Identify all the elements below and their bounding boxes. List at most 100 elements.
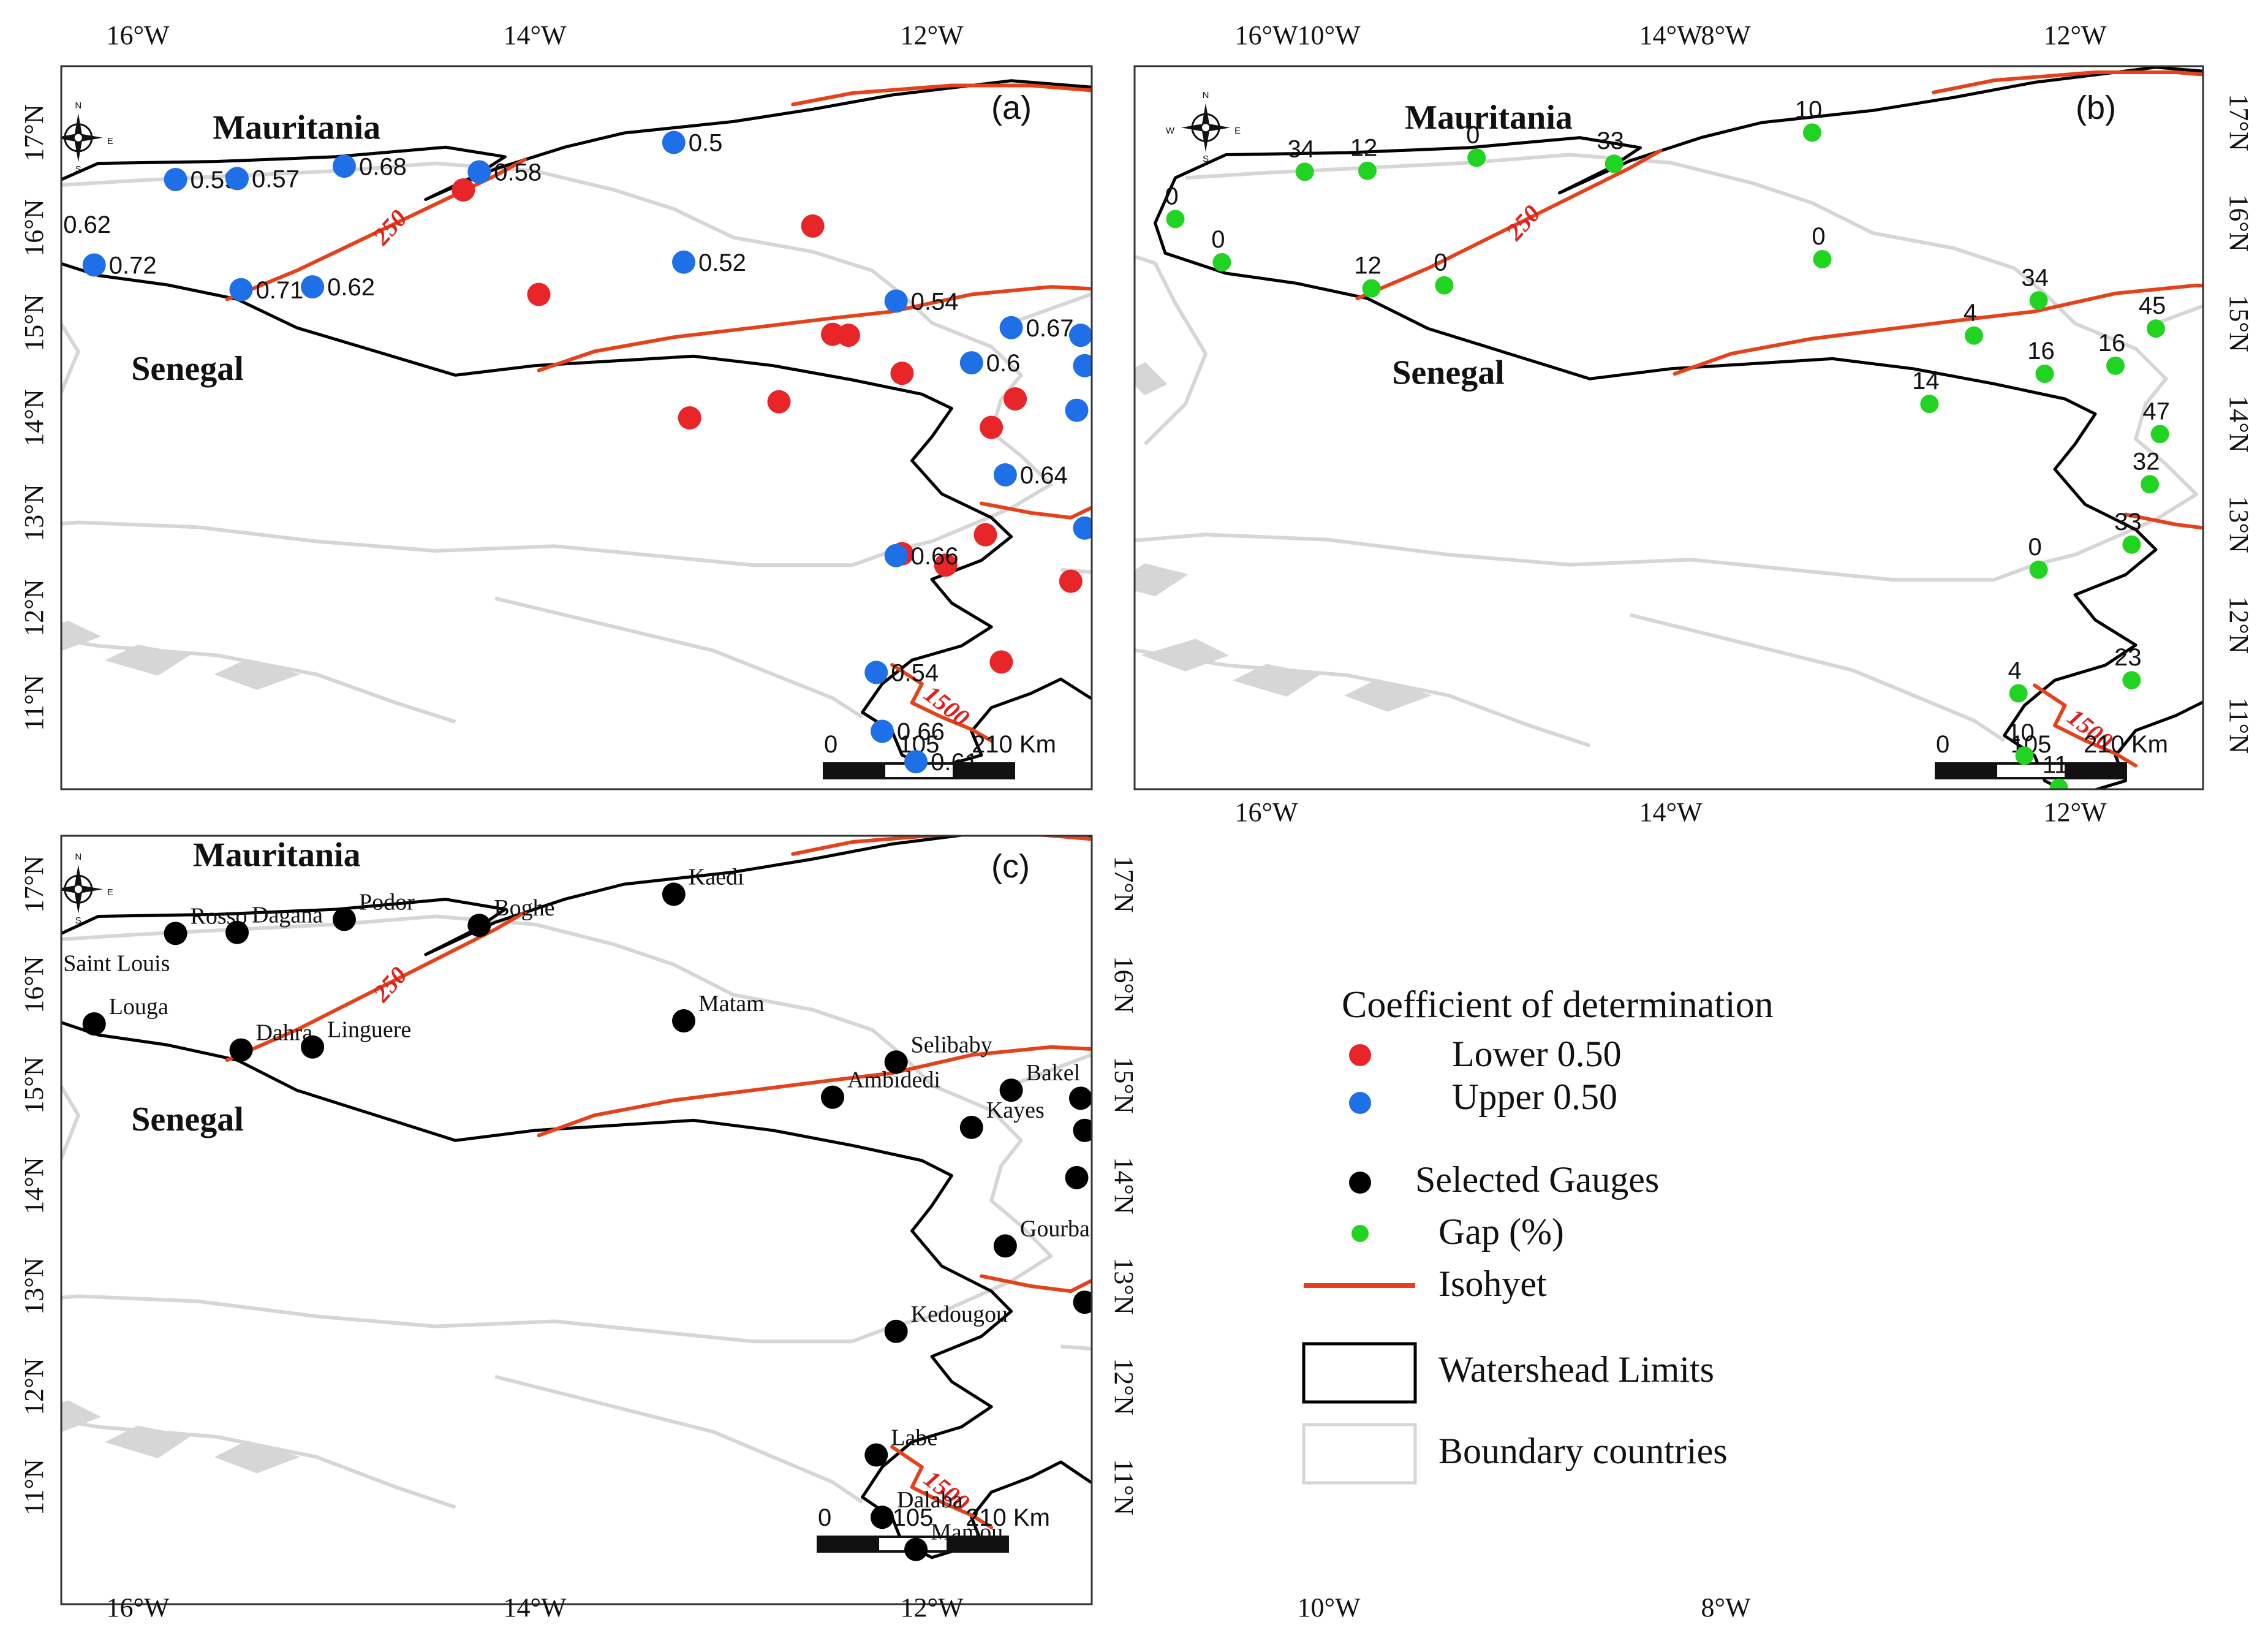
axis-tick-label: 16°W [1234, 20, 1298, 50]
isohyet-line-iso250 [225, 910, 527, 1062]
gap-point [1212, 252, 1231, 271]
station-r2-label: 0.68 [359, 153, 407, 180]
station-r2-label: 0.57 [252, 165, 300, 192]
scale-bar-segment [2065, 763, 2126, 778]
axis-tick-label: 14°N [19, 389, 49, 446]
gap-point [2150, 425, 2169, 444]
station-point-upper [1253, 340, 1277, 363]
gap-point [2009, 684, 2028, 703]
station-point-upper [1341, 458, 1364, 482]
station-point-upper [1242, 444, 1265, 468]
compass-center [73, 132, 83, 143]
gauge-name-label: Louga [109, 994, 168, 1020]
coastal-island-shape [1141, 638, 1230, 672]
gauge-name-label: Dagana [252, 903, 323, 928]
station-point-lower [1476, 648, 1499, 672]
country-boundary-line [1487, 494, 1627, 551]
gauge-point [1069, 1086, 1092, 1110]
isohyet-line-iso500 [537, 1045, 1092, 1137]
station-point-lower [973, 523, 997, 547]
station-point-lower [527, 282, 551, 306]
gauge-point [1357, 1315, 1380, 1338]
axis-tick-label: 17°N [19, 104, 49, 161]
axis-tick-label: 8°W [1701, 20, 1751, 50]
compass-center [1201, 123, 1211, 133]
legend-boundary-swatch [1302, 1423, 1417, 1485]
gap-value-label: 12 [1350, 135, 1378, 162]
compass-letter-n: N [1203, 90, 1209, 100]
coastal-island-shape [61, 559, 62, 560]
axis-tick-label: 11°N [1109, 1459, 1139, 1515]
axis-tick-label: 14°N [1109, 1157, 1139, 1214]
isohyet-label-250: 250 [1500, 200, 1546, 246]
station-point-lower [767, 390, 791, 414]
legend-boundary-label: Boundary countries [1438, 1431, 1728, 1471]
gauge-name-label: Linguere [327, 1017, 411, 1043]
gauge-point [225, 920, 249, 944]
compass-rose-icon: N S W E [1166, 90, 1241, 164]
station-r2-label: 0.66 [1099, 515, 1147, 542]
gauge-point [467, 914, 491, 938]
station-point-lower [821, 322, 844, 346]
scale-bar-segment [1936, 763, 1997, 778]
station-point-lower [801, 214, 825, 238]
axis-tick-label: 14°W [1639, 20, 1703, 50]
scale-bar-label: 210 Km [972, 731, 1056, 758]
gauge-point [1649, 1262, 1672, 1285]
compass-center [73, 884, 83, 895]
compass-letter-e: E [107, 136, 113, 146]
axis-tick-label: 12°W [2043, 20, 2107, 50]
axis-tick-label: 17°N [19, 855, 49, 912]
compass-letter-w: W [1166, 126, 1175, 136]
gap-value-label: 0 [1466, 121, 1480, 148]
station-point-lower [1810, 363, 1833, 387]
compass-letter-n: N [75, 852, 81, 862]
gap-point [1605, 154, 1624, 173]
axis-tick-label: 10°W [1297, 1593, 1361, 1623]
axis-tick-label: 14°W [1639, 797, 1703, 827]
gap-point [1295, 162, 1314, 181]
gap-value-label: 32 [2133, 448, 2160, 475]
station-r2-label: 0.59 [1268, 443, 1316, 470]
axis-tick-label: 15°N [19, 1056, 49, 1113]
axis-tick-label: 10°W [1297, 20, 1361, 50]
axis-tick-label: 12°W [900, 20, 964, 50]
coastal-island-shape [214, 1441, 301, 1474]
gauge-name-label: Oualia [1268, 1196, 1330, 1222]
gauge-point [301, 1035, 325, 1059]
station-point-lower [1059, 569, 1083, 593]
legend-selected-label: Selected Gauges [1415, 1159, 1659, 1200]
gap-point [1813, 250, 1832, 269]
gauge-name-label: Labe [891, 1425, 937, 1451]
legend-watershed-label: Watershead Limits [1438, 1349, 1714, 1390]
isohyet-line-iso1500 [2033, 683, 2138, 768]
gauge-point [1242, 1214, 1265, 1238]
scale-bar-segment [947, 1537, 1008, 1551]
isohyet-label-500: 500 [1192, 1008, 1228, 1036]
axis-tick-label: 13°N [19, 484, 49, 541]
gap-point [2122, 535, 2141, 554]
compass-letter-s: S [75, 164, 81, 175]
country-boundary-line [1630, 613, 2006, 743]
legend-upper-marker [1349, 1092, 1371, 1114]
compass-letter-n: N [75, 100, 81, 111]
station-point-upper [884, 289, 908, 313]
station-r2-label: 0.66 [911, 543, 959, 570]
watershed-limit [61, 836, 1092, 1559]
station-point-upper [1107, 526, 1130, 549]
station-r2-label: 0.62 [1733, 446, 1780, 473]
gauge-point [1397, 1050, 1420, 1074]
axis-tick-label: 16°N [2224, 194, 2254, 251]
isohyet-line-topArc [1932, 70, 2203, 94]
gauge-point [999, 1078, 1023, 1102]
coastal-island-shape [1233, 664, 1320, 697]
scale-bar-label: 0 [1936, 731, 1949, 758]
station-point-upper [864, 661, 888, 684]
gauge-name-label: Selibaby [911, 1032, 992, 1058]
compass-letter-s: S [75, 915, 81, 926]
gauge-point [82, 1012, 106, 1036]
gauge-name-label: Mamou [931, 1520, 1003, 1545]
isohyet-line-iso1000 [980, 501, 1092, 520]
gap-point [2029, 560, 2048, 579]
station-point-lower [1128, 425, 1152, 449]
